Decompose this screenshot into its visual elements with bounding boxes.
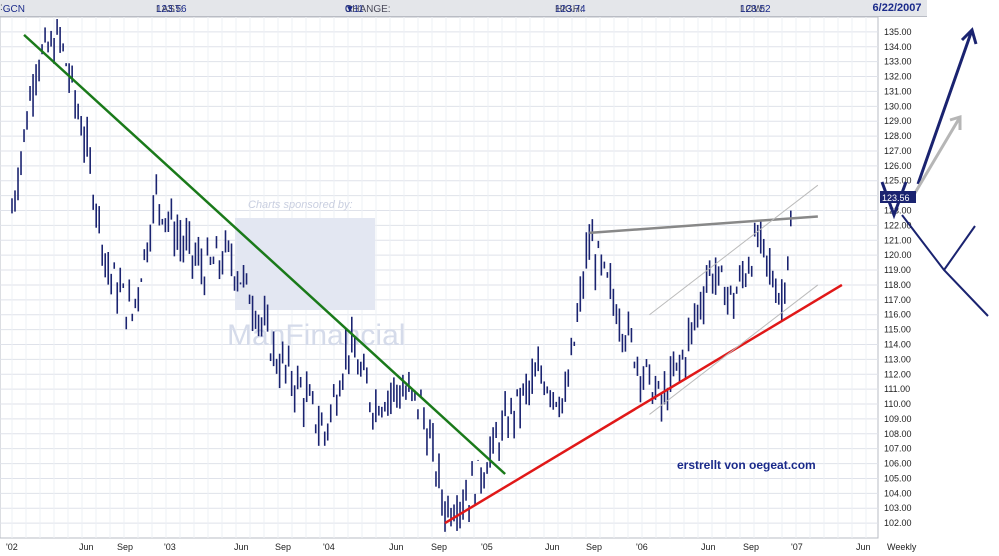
y-tick-label: 104.00: [884, 488, 912, 498]
y-axis: 135.00 134.00 133.00 132.00 131.00 130.00 129.…: [884, 27, 912, 528]
y-tick-label: 105.00: [884, 473, 912, 483]
y-tick-label: 122.00: [884, 220, 912, 230]
chart-date: 6/22/2007: [872, 2, 922, 14]
plot-area: [0, 16, 879, 539]
x-tick-label: '04: [323, 542, 335, 552]
watermark-logo-block: [235, 218, 375, 310]
x-tick-label: Jun: [545, 542, 560, 552]
annotation-text: erstrellt von oegeat.com: [677, 458, 816, 472]
trendline: [649, 184, 819, 316]
y-tick-label: 116.00: [884, 310, 911, 320]
y-tick-label: 130.00: [884, 101, 912, 111]
x-tick-label: Jun: [856, 542, 871, 552]
x-tick-label: Sep: [431, 542, 447, 552]
y-tick-label: 118.00: [884, 280, 911, 290]
symbol-label: : GCN: [0, 2, 26, 15]
y-tick-label: 106.00: [884, 459, 912, 469]
y-tick-label: 134.00: [884, 42, 912, 52]
up-arrow-grey: [910, 114, 962, 199]
price-tag-value: 123.56: [882, 193, 910, 203]
trendlines: [23, 33, 843, 525]
y-tick-label: 128.00: [884, 131, 912, 141]
y-tick-label: 109.00: [884, 414, 912, 424]
x-tick-label: '07: [791, 542, 803, 552]
x-tick-label: '02: [6, 542, 18, 552]
trendline: [23, 33, 506, 475]
y-tick-label: 123.00: [884, 206, 912, 216]
y-tick-label: 127.00: [884, 146, 912, 156]
x-tick-label: '06: [636, 542, 648, 552]
x-tick-label: Sep: [275, 542, 291, 552]
x-tick-label: Sep: [586, 542, 602, 552]
y-tick-label: 121.00: [884, 235, 912, 245]
down-projection: [901, 214, 989, 317]
y-tick-label: 114.00: [884, 339, 911, 349]
y-tick-label: 132.00: [884, 72, 912, 82]
y-tick-label: 113.00: [884, 354, 911, 364]
watermark-sponsor: Charts sponsored by:: [248, 199, 353, 211]
watermark-brand: ManFinancial: [227, 319, 405, 352]
y-tick-label: 103.00: [884, 503, 912, 513]
x-tick-label: '05: [481, 542, 493, 552]
y-tick-label: 120.00: [884, 250, 912, 260]
y-tick-label: 125.00: [884, 176, 912, 186]
y-tick-label: 117.00: [884, 295, 911, 305]
grid: [0, 17, 878, 538]
x-tick-label: Sep: [743, 542, 759, 552]
x-tick-label: Weekly: [887, 542, 917, 552]
x-axis: '02 Jun Sep '03 Jun Sep '04 Jun Sep '05 Jun Sep '06 J…: [6, 542, 917, 552]
trendline: [649, 284, 819, 415]
y-tick-label: 107.00: [884, 444, 912, 454]
x-tick-label: Sep: [117, 542, 133, 552]
trendline: [444, 283, 843, 525]
y-tick-label: 108.00: [884, 429, 912, 439]
up-projection: [943, 225, 976, 271]
y-tick-label: 135.00: [884, 27, 912, 37]
y-tick-label: 115.00: [884, 325, 911, 335]
y-tick-label: 129.00: [884, 116, 912, 126]
y-tick-label: 111.00: [884, 384, 910, 394]
trendline: [589, 215, 818, 235]
x-tick-label: Jun: [389, 542, 404, 552]
y-tick-label: 110.00: [884, 399, 911, 409]
up-arrow-dark: [916, 27, 978, 185]
y-tick-label: 112.00: [884, 369, 911, 379]
price-tag: 123.56: [880, 191, 916, 203]
x-tick-label: Jun: [79, 542, 94, 552]
change-down-icon: ▼: [345, 4, 355, 15]
y-tick-label: 133.00: [884, 57, 912, 67]
y-tick-label: 126.00: [884, 161, 912, 171]
y-tick-label: 131.00: [884, 86, 912, 96]
y-tick-label: 119.00: [884, 265, 911, 275]
x-tick-label: '03: [164, 542, 176, 552]
price-bars: [11, 19, 792, 532]
annotation-arrows: [880, 27, 989, 317]
x-tick-label: Jun: [701, 542, 716, 552]
y-tick-label: 102.00: [884, 518, 912, 528]
watermark-logo: Charts sponsored by: ManFinancial: [227, 199, 405, 352]
x-tick-label: Jun: [234, 542, 249, 552]
